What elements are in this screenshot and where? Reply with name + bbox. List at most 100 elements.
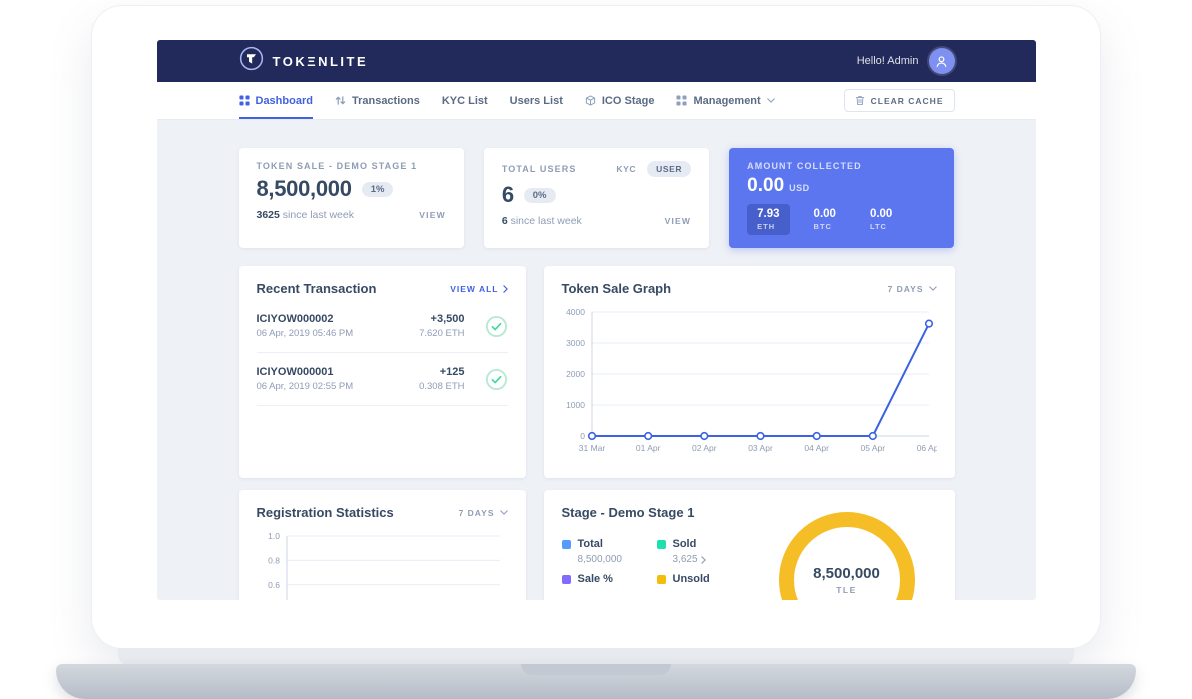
registration-statistics-card: Registration Statistics 7 DAYS 0.00.20.4… — [238, 490, 526, 600]
main-nav: Dashboard Transactions KYC List Users List I… — [157, 82, 1036, 120]
transaction-main: ICIYOW000002 06 Apr, 2019 05:46 PM — [257, 313, 420, 339]
greeting-text: Hello! Admin — [856, 55, 919, 67]
charts-row: Recent Transaction VIEW ALL ICIYOW000002… — [238, 266, 955, 478]
stage-legend-item: Sold 3,625 — [656, 538, 752, 565]
check-circle-icon — [485, 315, 508, 338]
legend-color-dot — [656, 539, 666, 549]
svg-text:2000: 2000 — [566, 369, 585, 379]
nav-item-label: Dashboard — [255, 94, 313, 107]
nav-item-transactions[interactable]: Transactions — [335, 82, 420, 119]
amount-collected-value: 0.00 — [747, 175, 785, 196]
total-users-since-text: 6 since last week — [502, 215, 582, 227]
recent-transactions-title: Recent Transaction — [256, 281, 377, 296]
token-sale-label: TOKEN SALE - DEMO STAGE 1 — [256, 161, 418, 171]
total-users-since-label: since last week — [510, 215, 582, 227]
svg-text:03 Apr: 03 Apr — [748, 443, 773, 453]
nav-item-label: Transactions — [351, 94, 420, 107]
legend-color-dot — [561, 539, 571, 549]
amount-stat-currency: BTC — [813, 222, 832, 231]
brand[interactable]: TOKΞNLITE — [239, 46, 369, 76]
amount-stat-currency: ETH — [757, 222, 776, 231]
stage-legend-item: Total 8,500,000 — [561, 538, 657, 565]
registration-range-selector[interactable]: 7 DAYS — [459, 508, 508, 518]
legend-label: Sold — [672, 538, 697, 550]
registration-statistics-title: Registration Statistics — [256, 505, 394, 520]
users-kyc-toggle: KYC USER — [607, 161, 692, 177]
legend-color-dot — [561, 574, 571, 584]
recent-transactions-card: Recent Transaction VIEW ALL ICIYOW000002… — [238, 266, 526, 478]
token-sale-card: TOKEN SALE - DEMO STAGE 1 8,500,000 1% 3… — [238, 148, 464, 248]
legend-label: Sale % — [577, 573, 613, 585]
user-icon — [936, 55, 947, 67]
transaction-eth-amount: 7.620 ETH — [419, 328, 465, 339]
chevron-down-icon — [499, 510, 508, 515]
transaction-amounts: +125 0.308 ETH — [419, 366, 464, 392]
nav-items: Dashboard Transactions KYC List Users List I… — [238, 82, 775, 119]
transaction-row[interactable]: ICIYOW000002 06 Apr, 2019 05:46 PM +3,500 7… — [256, 300, 508, 353]
amount-stat-value: 7.93 — [757, 208, 780, 220]
transaction-row[interactable]: ICIYOW000001 06 Apr, 2019 02:55 PM +125 0.3… — [256, 353, 508, 406]
amount-stat-currency: LTC — [869, 222, 887, 231]
svg-text:0.6: 0.6 — [268, 580, 280, 590]
total-users-label: TOTAL USERS — [501, 164, 577, 174]
users-toggle-user[interactable]: USER — [647, 161, 692, 177]
total-users-view-link[interactable]: VIEW — [664, 216, 692, 226]
stage-card: Stage - Demo Stage 1 Total 8,500,000 Sold 3… — [543, 490, 955, 600]
svg-text:1.0: 1.0 — [268, 531, 280, 541]
app-screen: TOKΞNLITE Hello! Admin Dashboard Transact… — [157, 40, 1036, 600]
nav-item-users-list[interactable]: Users List — [510, 82, 563, 119]
chevron-right-icon — [700, 555, 706, 564]
transaction-id: ICIYOW000001 — [256, 366, 334, 378]
view-all-link[interactable]: VIEW ALL — [450, 283, 508, 294]
user-avatar[interactable] — [928, 48, 955, 74]
users-toggle-kyc[interactable]: KYC — [616, 164, 637, 174]
total-users-card: TOTAL USERS KYC USER 6 0% 6 since last we… — [483, 148, 710, 248]
total-users-delta-badge: 0% — [523, 187, 556, 203]
brand-logo-icon — [239, 46, 264, 76]
check-circle-icon — [485, 368, 508, 391]
legend-value: 8,500,000 — [577, 554, 623, 565]
svg-text:1000: 1000 — [566, 400, 585, 410]
token-sale-since-label: since last week — [282, 209, 354, 221]
stage-legend: Total 8,500,000 Sold 3,625 Sale % Unsold — [561, 526, 779, 600]
amount-collected-card: AMOUNT COLLECTED 0.00 USD 7.93 ETH 0.00 BTC… — [729, 148, 955, 248]
amount-stat-eth: 7.93 ETH — [747, 204, 790, 235]
amount-stat-ltc: 0.00 LTC — [860, 204, 902, 235]
app-header: TOKΞNLITE Hello! Admin — [157, 40, 1036, 82]
token-sale-view-link[interactable]: VIEW — [419, 210, 446, 220]
clear-cache-button[interactable]: CLEAR CACHE — [843, 89, 955, 112]
brand-name: TOKΞNLITE — [272, 53, 369, 69]
stage-center-unit: TLE — [836, 585, 857, 595]
swap-icon — [335, 95, 346, 106]
token-sale-graph-title: Token Sale Graph — [561, 281, 672, 296]
svg-text:4000: 4000 — [566, 307, 585, 317]
total-users-value: 6 — [501, 182, 514, 207]
bottom-row: Registration Statistics 7 DAYS 0.00.20.4… — [238, 490, 955, 600]
laptop-base-notch — [521, 664, 671, 675]
laptop-screen-bezel: TOKΞNLITE Hello! Admin Dashboard Transact… — [92, 6, 1100, 648]
token-sale-range-selector[interactable]: 7 DAYS — [888, 284, 937, 294]
transaction-eth-amount: 0.308 ETH — [419, 381, 465, 392]
dashboard-main: TOKEN SALE - DEMO STAGE 1 8,500,000 1% 3… — [157, 120, 1036, 600]
stage-legend-item: Sale % — [561, 573, 657, 585]
nav-item-dashboard[interactable]: Dashboard — [238, 82, 313, 119]
svg-text:01 Apr: 01 Apr — [635, 443, 660, 453]
amount-stat-btc: 0.00 BTC — [804, 204, 846, 235]
stage-legend-item: Unsold — [656, 573, 752, 585]
nav-item-ico-stage[interactable]: ICO Stage — [585, 82, 654, 119]
transaction-date: 06 Apr, 2019 05:46 PM — [256, 328, 354, 339]
chevron-down-icon — [928, 286, 937, 291]
amount-stat-value: 0.00 — [813, 208, 836, 220]
trash-icon — [855, 95, 865, 106]
token-sale-line-chart: 0 1000 2000 3000 4000 31 Mar 01 Apr 02 Apr 03 Ap… — [566, 307, 941, 453]
nav-item-label: Management — [693, 94, 761, 107]
svg-text:02 Apr: 02 Apr — [692, 443, 717, 453]
amount-collected-label: AMOUNT COLLECTED — [747, 161, 862, 171]
legend-color-dot — [656, 574, 666, 584]
total-users-since-value: 6 — [501, 215, 508, 227]
clear-cache-label: CLEAR CACHE — [870, 95, 944, 106]
nav-item-kyc-list[interactable]: KYC List — [442, 82, 488, 119]
svg-text:0: 0 — [580, 431, 585, 441]
nav-item-management[interactable]: Management — [676, 82, 775, 119]
view-all-label: VIEW ALL — [450, 283, 499, 294]
